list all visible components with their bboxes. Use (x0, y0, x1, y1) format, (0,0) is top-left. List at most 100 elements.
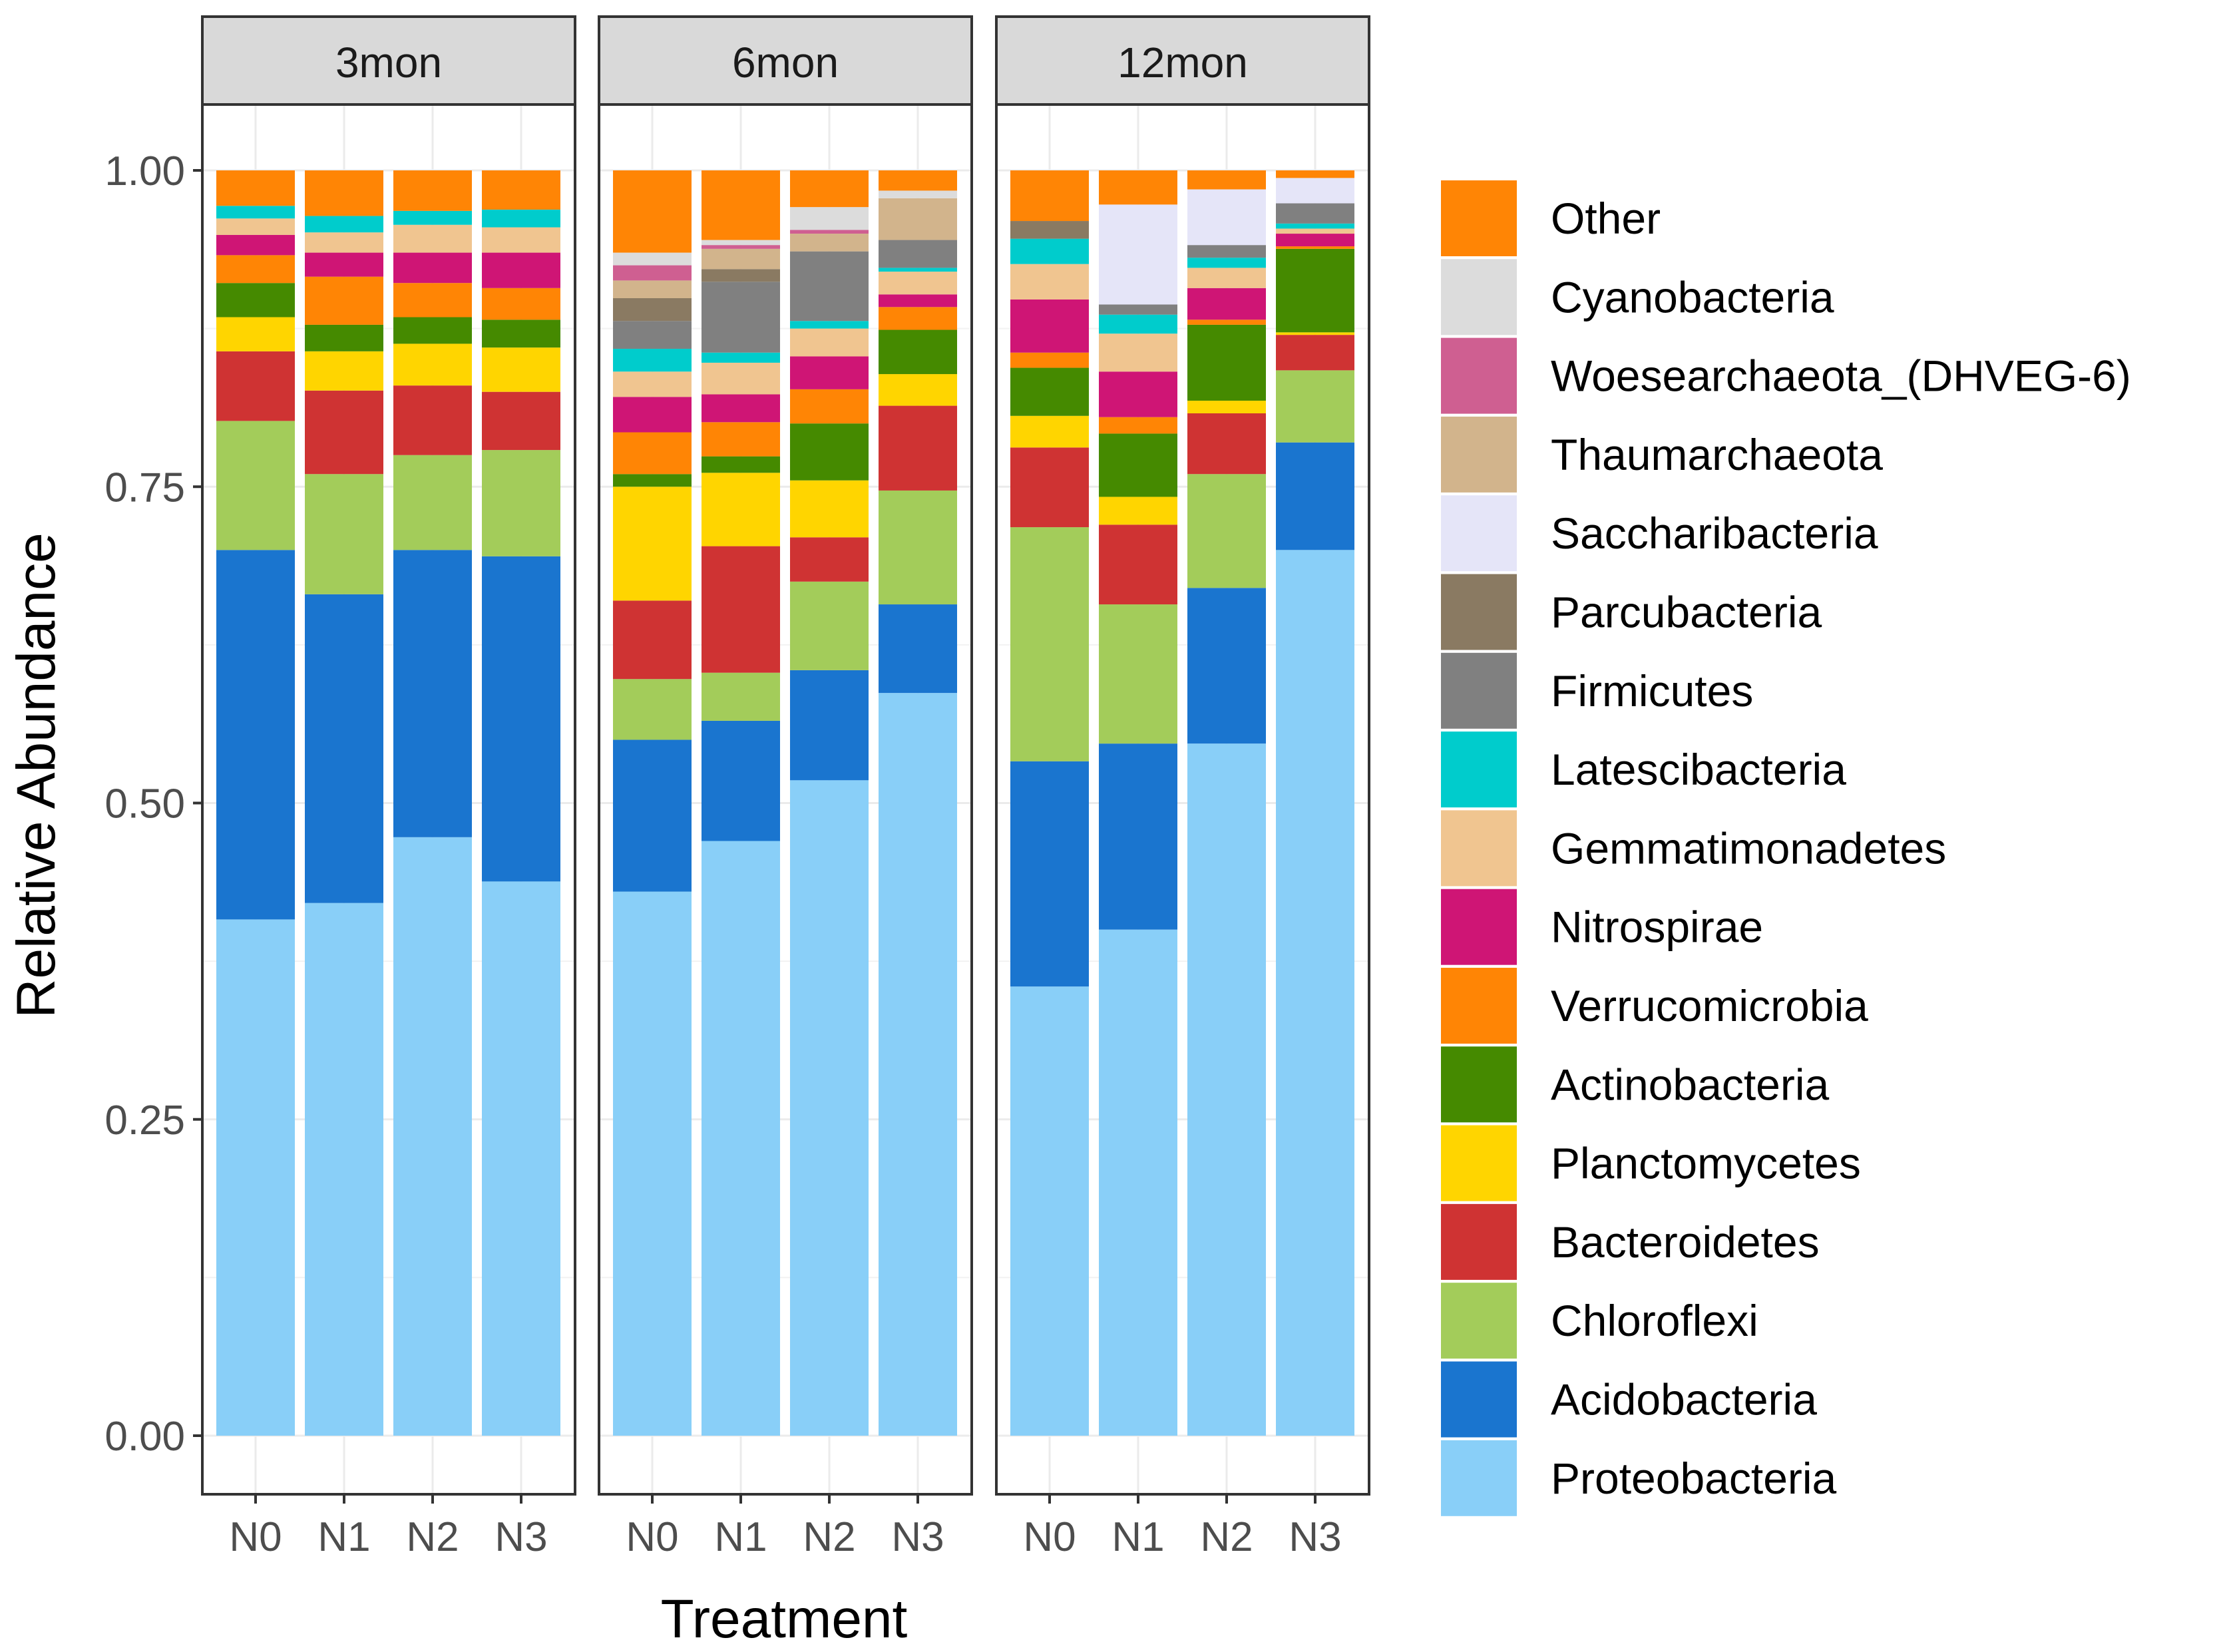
bar-segment-latescibacteria (879, 268, 957, 272)
bar-segment-verrucomicrobia (1010, 352, 1089, 368)
bar-segment-firmicutes (613, 321, 692, 349)
bar-segment-other (702, 170, 780, 240)
bar-segment-thaumarchaeota (790, 234, 869, 252)
bar-segment-firmicutes (1276, 203, 1354, 224)
bar-segment-latescibacteria (1276, 223, 1354, 229)
bar-segment-gemmatimonadetes (482, 227, 560, 253)
legend-key (1441, 652, 1517, 729)
bar-segment-cyanobacteria (702, 240, 780, 246)
bar-segment-saccharibacteria (1276, 178, 1354, 204)
legend-label: Parcubacteria (1551, 588, 1822, 637)
legend-key (1441, 1203, 1517, 1280)
bar-segment-planctomycetes (393, 343, 472, 386)
bar-6mon-N1 (702, 170, 780, 1436)
legend-label: Latescibacteria (1551, 745, 1846, 794)
bar-segment-acidobacteria (1187, 588, 1266, 744)
bar-segment-planctomycetes (305, 351, 383, 391)
panel-border (201, 103, 576, 1496)
bar-segment-verrucomicrobia (1276, 246, 1354, 249)
bar-segment-gemmatimonadetes (1099, 333, 1177, 372)
bar-segment-chloroflexi (613, 679, 692, 740)
bar-segment-other (1187, 170, 1266, 190)
bar-segment-proteobacteria (1276, 550, 1354, 1436)
bar-segment-woesearchaeota-dhveg-6- (702, 245, 780, 249)
bar-segment-planctomycetes (790, 480, 869, 538)
legend-item: Planctomycetes (1441, 1125, 1861, 1201)
bar-segment-other (1099, 170, 1177, 205)
x-tick-label: N2 (406, 1514, 459, 1560)
bar-segment-verrucomicrobia (393, 283, 472, 317)
bar-12mon-N3 (1276, 170, 1354, 1436)
y-tick-label: 0.00 (104, 1414, 185, 1460)
bar-segment-cyanobacteria (790, 207, 869, 230)
bar-segment-nitrospirae (879, 294, 957, 308)
legend-item: Parcubacteria (1441, 574, 1822, 650)
legend-key (1441, 968, 1517, 1044)
bar-segment-gemmatimonadetes (1187, 268, 1266, 288)
bar-segment-cyanobacteria (613, 252, 692, 266)
bar-segment-acidobacteria (790, 670, 869, 781)
legend-label: Actinobacteria (1551, 1060, 1830, 1109)
bar-segment-acidobacteria (1010, 761, 1089, 987)
y-tick-label: 0.25 (104, 1098, 185, 1143)
legend-label: Acidobacteria (1551, 1375, 1817, 1424)
legend-item: Woesearchaeota_(DHVEG-6) (1441, 337, 2131, 414)
legend-key (1441, 495, 1517, 572)
bar-segment-firmicutes (790, 251, 869, 321)
x-tick-label: N3 (891, 1514, 944, 1560)
legend-key (1441, 731, 1517, 808)
bar-6mon-N0 (613, 170, 692, 1436)
legend-label: Cyanobacteria (1551, 272, 1834, 321)
bar-segment-bacteroidetes (1099, 524, 1177, 605)
bar-segment-thaumarchaeota (613, 280, 692, 299)
legend-label: Chloroflexi (1551, 1296, 1758, 1345)
bar-segment-thaumarchaeota (879, 198, 957, 240)
bar-segment-proteobacteria (1099, 929, 1177, 1436)
bar-segment-latescibacteria (702, 352, 780, 363)
bar-segment-gemmatimonadetes (1276, 228, 1354, 234)
y-axis: 0.00 0.25 0.50 0.75 1.00 (104, 148, 202, 1460)
bar-segment-chloroflexi (393, 455, 472, 550)
bar-segment-other (1010, 170, 1089, 222)
bar-segment-latescibacteria (216, 206, 295, 219)
legend-item: Nitrospirae (1441, 889, 1763, 965)
bar-segment-nitrospirae (1099, 371, 1177, 417)
bar-segment-actinobacteria (613, 474, 692, 487)
bar-segment-nitrospirae (1010, 299, 1089, 353)
bar-segment-firmicutes (879, 240, 957, 268)
bar-segment-other (393, 170, 472, 211)
bar-segment-woesearchaeota-dhveg-6- (613, 265, 692, 281)
y-axis-title: Relative Abundance (6, 532, 67, 1018)
bar-segment-gemmatimonadetes (702, 362, 780, 395)
bar-segment-nitrospirae (305, 252, 383, 277)
legend-label: Bacteroidetes (1551, 1217, 1820, 1267)
bar-segment-actinobacteria (1010, 367, 1089, 416)
y-tick-label: 0.75 (104, 465, 185, 511)
bar-segment-verrucomicrobia (790, 389, 869, 424)
bar-segment-proteobacteria (702, 841, 780, 1436)
facet-strip (201, 15, 576, 106)
bar-segment-verrucomicrobia (879, 307, 957, 330)
legend-label: Other (1551, 194, 1661, 243)
bar-12mon-N2 (1187, 170, 1266, 1436)
bar-segment-actinobacteria (1276, 248, 1354, 333)
bar-segment-nitrospirae (1187, 288, 1266, 320)
bar-segment-bacteroidetes (1276, 335, 1354, 371)
x-tick-label: N3 (495, 1514, 547, 1560)
bar-segment-bacteroidetes (702, 546, 780, 673)
bar-segment-nitrospirae (482, 252, 560, 288)
bar-segment-bacteroidetes (790, 537, 869, 582)
legend-item: Other (1441, 180, 1661, 256)
bar-segment-acidobacteria (393, 550, 472, 837)
bar-segment-latescibacteria (482, 209, 560, 228)
bar-segment-planctomycetes (1187, 400, 1266, 413)
bar-segment-latescibacteria (1099, 314, 1177, 334)
bar-segment-actinobacteria (1187, 324, 1266, 401)
legend-key (1441, 259, 1517, 335)
bar-segment-gemmatimonadetes (216, 218, 295, 235)
bar-12mon-N0 (1010, 170, 1089, 1436)
bar-segment-actinobacteria (790, 423, 869, 481)
bar-segment-actinobacteria (393, 317, 472, 344)
bar-6mon-N3 (879, 170, 957, 1436)
bar-segment-cyanobacteria (879, 190, 957, 198)
